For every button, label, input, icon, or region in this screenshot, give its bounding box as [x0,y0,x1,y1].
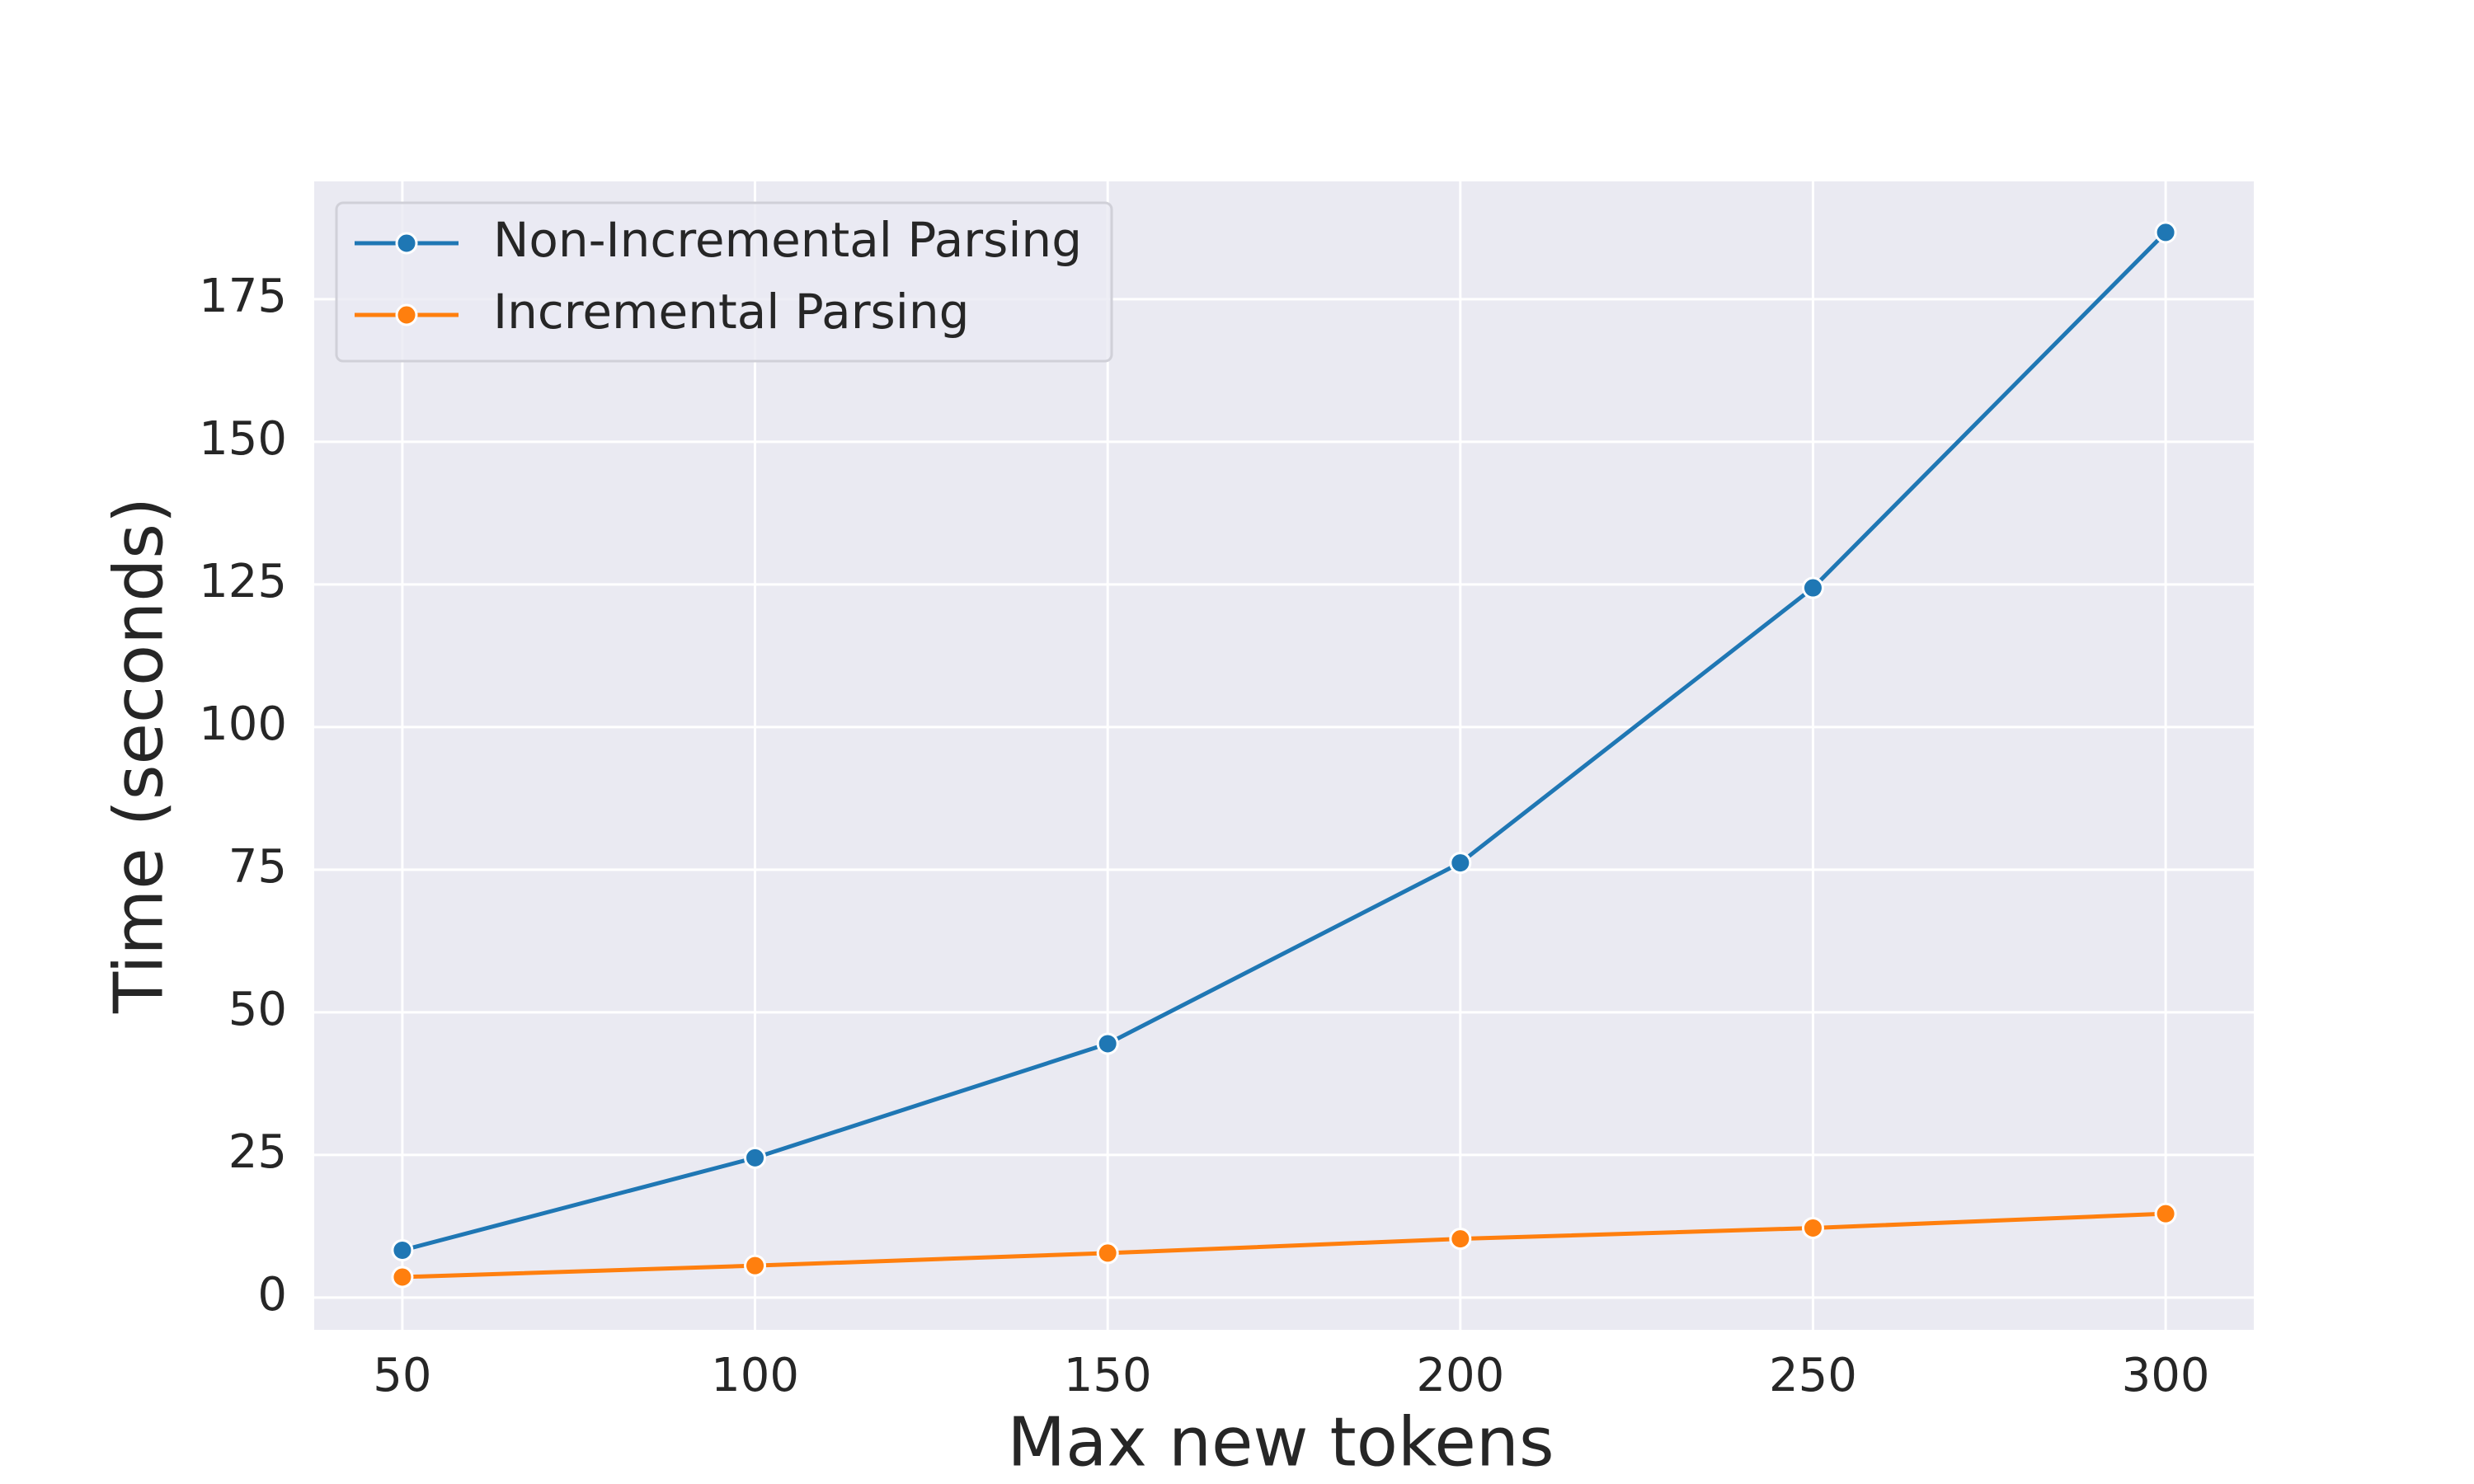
x-axis-label: Max new tokens [1007,1403,1554,1482]
legend-marker [395,232,418,255]
legend-box [335,201,1113,363]
y-tick-label: 150 [199,412,287,466]
x-tick-label: 50 [373,1349,431,1402]
series-line [402,1211,2166,1280]
x-tick-label: 100 [711,1349,799,1402]
y-tick-label: 25 [228,1125,287,1179]
legend-label: Incremental Parsing [493,284,969,340]
data-point [1096,1242,1119,1265]
y-tick-label: 0 [257,1268,287,1322]
data-point [391,1266,414,1289]
data-point [2154,221,2177,244]
x-tick-label: 250 [1769,1349,1857,1402]
legend-label: Non-Incremental Parsing [493,212,1082,268]
legend-marker [395,303,418,326]
y-tick-label: 125 [199,555,287,608]
y-tick-label: 175 [199,270,287,323]
plot-area [314,181,2254,1330]
x-tick-label: 300 [2122,1349,2210,1402]
data-point [1801,576,1824,599]
data-point [744,1146,767,1169]
data-point [1801,1216,1824,1239]
x-tick-label: 150 [1064,1349,1152,1402]
y-tick-label: 100 [199,697,287,751]
x-tick-label: 200 [1416,1349,1504,1402]
data-point [2154,1202,2177,1225]
data-point [1096,1032,1119,1055]
y-tick-label: 50 [228,983,287,1036]
data-point [1449,1228,1472,1251]
y-axis-label: Time (seconds) [100,497,178,1014]
y-tick-label: 75 [228,840,287,894]
data-point [391,1238,414,1261]
series-line [402,231,2167,1252]
data-point [1449,852,1472,875]
data-point [744,1254,767,1277]
